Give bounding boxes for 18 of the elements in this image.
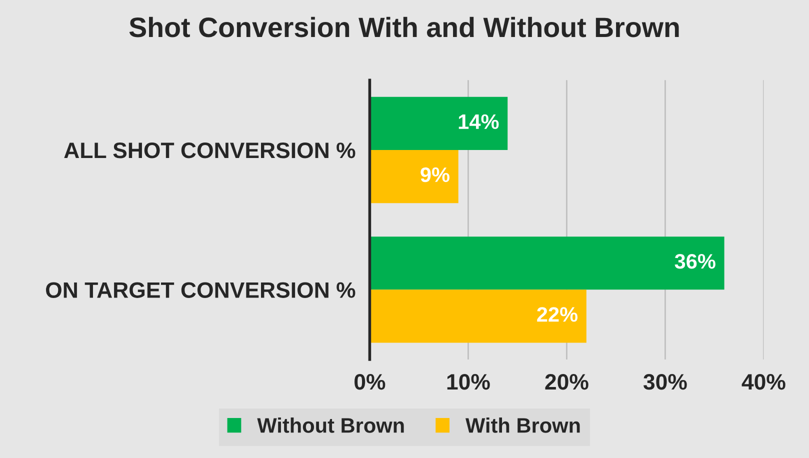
legend-label: With Brown [466,418,580,433]
y-tick-label: ON TARGET CONVERSION % [46,282,356,298]
chart-title: Shot Conversion With and Without Brown [129,16,679,38]
bar [370,150,458,204]
x-tick-label: 30% [643,374,687,390]
x-tick-label: 20% [545,374,588,390]
y-tick-label: ALL SHOT CONVERSION % [64,142,356,158]
x-tick-label: 40% [742,374,786,390]
data-label: 36% [674,254,716,269]
bar [370,236,724,290]
x-tick-label: 0% [354,374,386,390]
x-tick-label: 10% [447,374,490,390]
data-label: 9% [420,167,450,182]
bar [370,290,586,343]
legend-label: Without Brown [257,418,404,433]
bar [370,96,508,150]
data-label: 14% [458,114,499,130]
data-label: 22% [537,307,578,322]
